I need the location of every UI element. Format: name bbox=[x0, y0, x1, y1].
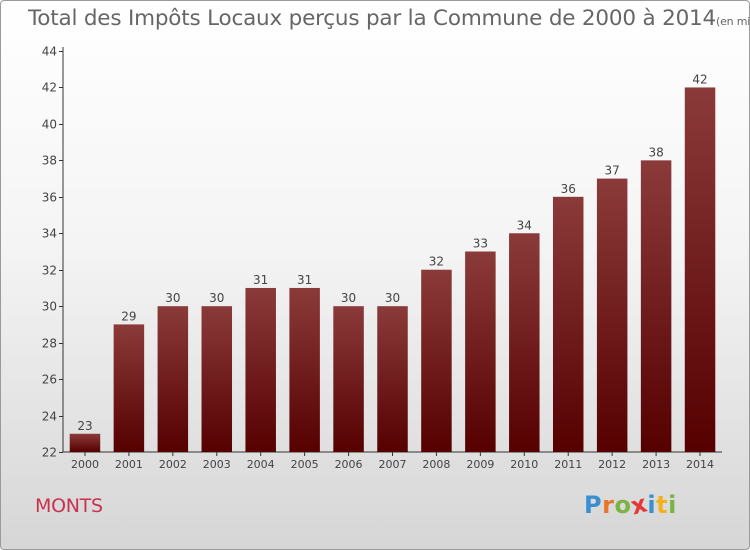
logo-letter: i bbox=[668, 491, 677, 519]
data-label: 30 bbox=[385, 291, 400, 305]
y-tick-label: 28 bbox=[42, 337, 57, 351]
y-tick-label: 40 bbox=[42, 118, 57, 132]
x-tick-label: 2005 bbox=[291, 458, 319, 471]
y-tick-label: 36 bbox=[42, 191, 57, 205]
bar bbox=[245, 287, 276, 452]
data-label: 31 bbox=[253, 273, 268, 287]
x-tick-label: 2014 bbox=[686, 458, 714, 471]
y-tick-label: 34 bbox=[42, 227, 57, 241]
y-tick-label: 30 bbox=[42, 300, 57, 314]
y-tick-label: 32 bbox=[42, 264, 57, 278]
data-label: 29 bbox=[121, 309, 136, 323]
bars bbox=[69, 87, 716, 453]
x-tick-label: 2003 bbox=[203, 458, 231, 471]
data-label: 37 bbox=[605, 164, 620, 178]
logo-letter: i bbox=[647, 491, 657, 519]
y-tick-label: 38 bbox=[42, 154, 57, 168]
data-labels: 23 29 30 30 31 31 30 30 32 33 34 36 37 38 42 bbox=[77, 72, 707, 432]
logo-letter: r bbox=[602, 491, 615, 519]
bar bbox=[596, 178, 628, 452]
data-label: 34 bbox=[517, 218, 532, 232]
bar bbox=[113, 324, 145, 452]
data-label: 23 bbox=[77, 419, 92, 433]
bar bbox=[289, 287, 320, 452]
x-tick-label: 2009 bbox=[466, 458, 494, 471]
data-label: 32 bbox=[429, 255, 444, 269]
x-tick-label: 2000 bbox=[71, 458, 99, 471]
data-label: 30 bbox=[341, 291, 356, 305]
y-tick-label: 22 bbox=[42, 446, 57, 460]
data-label: 30 bbox=[165, 291, 180, 305]
data-label: 31 bbox=[297, 273, 312, 287]
x-tick-label: 2010 bbox=[510, 458, 538, 471]
bar bbox=[640, 160, 672, 452]
x-tick-label: 2011 bbox=[554, 458, 582, 471]
data-label: 33 bbox=[473, 237, 488, 251]
x-axis: 2000 2001 2002 2003 2004 2005 2006 2007 2008 2009… bbox=[63, 451, 722, 471]
unit-note: (en milliers d'€) bbox=[716, 15, 750, 28]
data-label: 30 bbox=[209, 291, 224, 305]
chart-title-text: Total des Impôts Locaux perçus par la Co… bbox=[28, 6, 716, 31]
x-tick-label: 2006 bbox=[335, 458, 363, 471]
data-label: 38 bbox=[648, 145, 663, 159]
logo-letter: o bbox=[614, 491, 632, 519]
bar bbox=[377, 306, 408, 452]
x-tick-label: 2001 bbox=[115, 458, 143, 471]
x-tick-label: 2004 bbox=[247, 458, 275, 471]
y-axis: 22 24 26 28 30 32 34 36 38 40 42 44 bbox=[42, 45, 64, 460]
commune-name: MONTS bbox=[35, 495, 103, 517]
x-tick-label: 2012 bbox=[598, 458, 626, 471]
bar bbox=[684, 87, 716, 453]
y-tick-label: 44 bbox=[42, 45, 57, 59]
y-tick-label: 42 bbox=[42, 81, 57, 95]
x-tick-label: 2008 bbox=[422, 458, 450, 471]
logo-letter: P bbox=[584, 491, 603, 519]
proxiti-logo: Proxiti bbox=[584, 489, 677, 520]
bar bbox=[552, 196, 584, 452]
x-tick-label: 2013 bbox=[642, 458, 670, 471]
chart-title: Total des Impôts Locaux perçus par la Co… bbox=[28, 6, 750, 31]
bar bbox=[157, 306, 189, 452]
bar bbox=[465, 251, 496, 452]
y-tick-label: 26 bbox=[42, 373, 57, 387]
bar bbox=[201, 306, 233, 452]
y-tick-label: 24 bbox=[42, 410, 57, 424]
bar bbox=[421, 269, 452, 452]
data-label: 42 bbox=[692, 72, 707, 86]
x-tick-label: 2007 bbox=[379, 458, 407, 471]
logo-letter: t bbox=[656, 491, 669, 519]
bar bbox=[509, 233, 540, 452]
data-label: 36 bbox=[561, 182, 576, 196]
bar bbox=[333, 306, 364, 452]
bar bbox=[69, 433, 101, 452]
x-tick-label: 2002 bbox=[159, 458, 187, 471]
